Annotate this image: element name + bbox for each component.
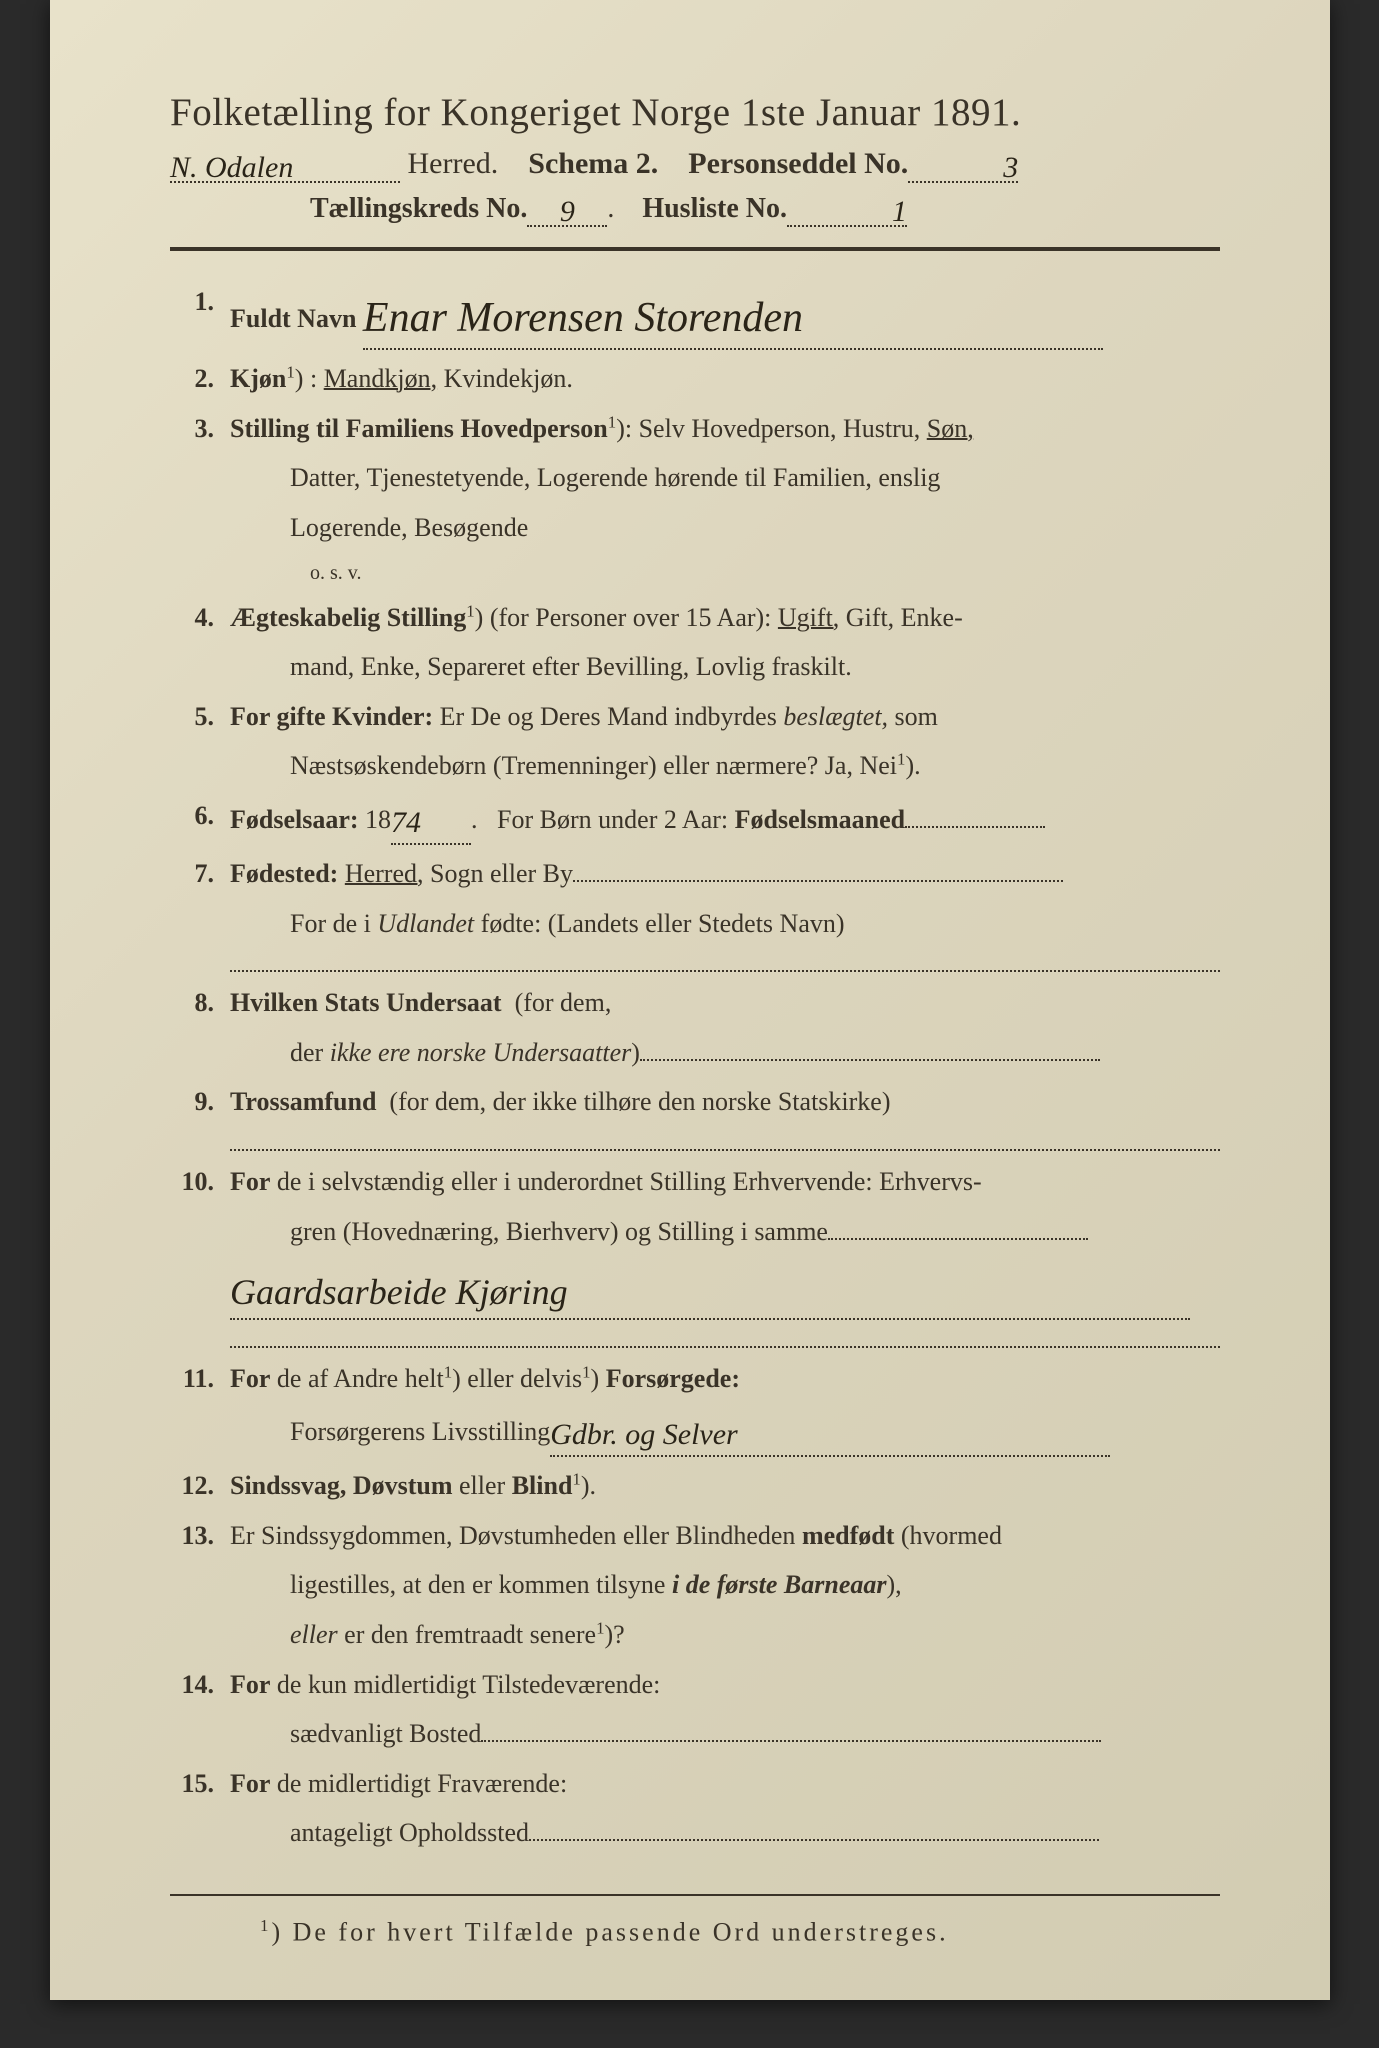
q8-line2: der ikke ere norske Undersaatter): [290, 1032, 1220, 1074]
q14: 14. For de kun midlertidigt Tilstedevære…: [170, 1664, 1220, 1706]
personseddel-label: Personseddel No.: [688, 147, 908, 180]
q2-num: 2.: [170, 358, 230, 400]
q7-line2: For de i Udlandet fødte: (Landets eller …: [290, 903, 1220, 945]
q12-label: Sindssvag, Døvstum: [230, 1471, 453, 1500]
divider-rule: [170, 247, 1220, 251]
q11: 11. For de af Andre helt1) eller delvis1…: [170, 1358, 1220, 1400]
q7-label: Fødested:: [230, 859, 338, 888]
q5-num: 5.: [170, 696, 230, 738]
q3-line3: Logerende, Besøgende: [290, 507, 1220, 549]
q2: 2. Kjøn1) : Mandkjøn, Kvindekjøn.: [170, 358, 1220, 400]
q1-num: 1.: [170, 281, 230, 323]
form-title: Folketælling for Kongeriget Norge 1ste J…: [170, 90, 1220, 135]
q3-line2: Datter, Tjenestetyende, Logerende hørend…: [290, 457, 1220, 499]
q10-num: 10.: [170, 1161, 230, 1203]
q10-line2: gren (Hovednæring, Bierhverv) og Stillin…: [290, 1211, 1220, 1253]
q13: 13. Er Sindssygdommen, Døvstumheden elle…: [170, 1515, 1220, 1557]
q11-num: 11.: [170, 1358, 230, 1400]
husliste-label: Husliste No.: [642, 193, 787, 224]
q8-label: Hvilken Stats Undersaat: [230, 988, 502, 1017]
q15-num: 15.: [170, 1763, 230, 1805]
q12: 12. Sindssvag, Døvstum eller Blind1).: [170, 1465, 1220, 1507]
q8-num: 8.: [170, 982, 230, 1024]
q3-son: Søn,: [927, 414, 974, 443]
q7-herred: Herred,: [345, 859, 424, 888]
q7: 7. Fødested: Herred, Sogn eller By: [170, 853, 1220, 895]
footnote: 1) De for hvert Tilfælde passende Ord un…: [260, 1916, 1220, 1948]
q6: 6. Fødselsaar: 1874. For Børn under 2 Aa…: [170, 795, 1220, 845]
q14-line2: sædvanligt Bosted: [290, 1713, 1220, 1755]
q3-num: 3.: [170, 408, 230, 450]
q11-label: For: [230, 1364, 270, 1393]
q1-value: Enar Morensen Storenden: [363, 295, 803, 341]
q4-num: 4.: [170, 597, 230, 639]
q6-num: 6.: [170, 795, 230, 837]
q15: 15. For de midlertidigt Fraværende:: [170, 1763, 1220, 1805]
q15-line2: antageligt Opholdssted: [290, 1812, 1220, 1854]
schema-label: Schema 2.: [528, 147, 658, 180]
q13-line3: eller er den fremtraadt senere1)?: [290, 1614, 1220, 1656]
q13-line2: ligestilles, at den er kommen tilsyne i …: [290, 1564, 1220, 1606]
q2-label: Kjøn: [230, 364, 286, 393]
q9-blank-line: [230, 1149, 1220, 1151]
q4-line2: mand, Enke, Separeret efter Bevilling, L…: [290, 646, 1220, 688]
q7-num: 7.: [170, 853, 230, 895]
q2-kvindekjon: Kvindekjøn.: [444, 364, 573, 393]
q10-blank-line: [230, 1346, 1220, 1348]
q12-num: 12.: [170, 1465, 230, 1507]
q11-line2: Forsørgerens LivsstillingGdbr. og Selver: [290, 1407, 1220, 1457]
header-line-3: Tællingskreds No.9. Husliste No.1: [310, 191, 1220, 227]
q4: 4. Ægteskabelig Stilling1) (for Personer…: [170, 597, 1220, 639]
q9-label: Trossamfund: [230, 1087, 376, 1116]
herred-label: Herred.: [408, 147, 499, 180]
kreds-label: Tællingskreds No.: [310, 193, 527, 224]
herred-handwritten: N. Odalen: [170, 151, 293, 184]
q14-label: For: [230, 1670, 270, 1699]
q3: 3. Stilling til Familiens Hovedperson1):…: [170, 408, 1220, 450]
person-no: 3: [1003, 151, 1018, 184]
census-form-page: Folketælling for Kongeriget Norge 1ste J…: [50, 0, 1330, 2000]
q7-blank-line: [230, 970, 1220, 972]
q9: 9. Trossamfund (for dem, der ikke tilhør…: [170, 1081, 1220, 1123]
husliste-no: 1: [892, 195, 907, 228]
q10-value: Gaardsarbeide Kjøring: [230, 1272, 568, 1312]
kreds-no: 9: [560, 195, 575, 228]
q5-label: For gifte Kvinder:: [230, 702, 433, 731]
q14-num: 14.: [170, 1664, 230, 1706]
q15-label: For: [230, 1769, 270, 1798]
q10: 10. For de i selvstændig eller i underor…: [170, 1161, 1220, 1203]
q6-label: Fødselsaar:: [230, 805, 359, 834]
q1: 1. Fuldt Navn Enar Morensen Storenden: [170, 281, 1220, 350]
q9-num: 9.: [170, 1081, 230, 1123]
q10-label: For: [230, 1167, 270, 1196]
header-line-2: N. Odalen Herred. Schema 2. Personseddel…: [170, 147, 1220, 183]
q8: 8. Hvilken Stats Undersaat (for dem,: [170, 982, 1220, 1024]
q11-value: Gdbr. og Selver: [550, 1418, 737, 1451]
q3-osv: o. s. v.: [310, 557, 1220, 589]
q5: 5. For gifte Kvinder: Er De og Deres Man…: [170, 696, 1220, 738]
q1-label: Fuldt Navn: [230, 304, 356, 333]
q6-year: 74: [391, 806, 421, 839]
q10-value-line: Gaardsarbeide Kjøring: [230, 1260, 1220, 1320]
q4-label: Ægteskabelig Stilling: [230, 603, 466, 632]
q3-label: Stilling til Familiens Hovedperson: [230, 414, 608, 443]
q4-ugift: Ugift,: [778, 603, 839, 632]
q5-line2: Næstsøskendebørn (Tremenninger) eller næ…: [290, 745, 1220, 787]
q13-num: 13.: [170, 1515, 230, 1557]
q2-mandkjon: Mandkjøn,: [324, 364, 437, 393]
footnote-rule: [170, 1894, 1220, 1896]
